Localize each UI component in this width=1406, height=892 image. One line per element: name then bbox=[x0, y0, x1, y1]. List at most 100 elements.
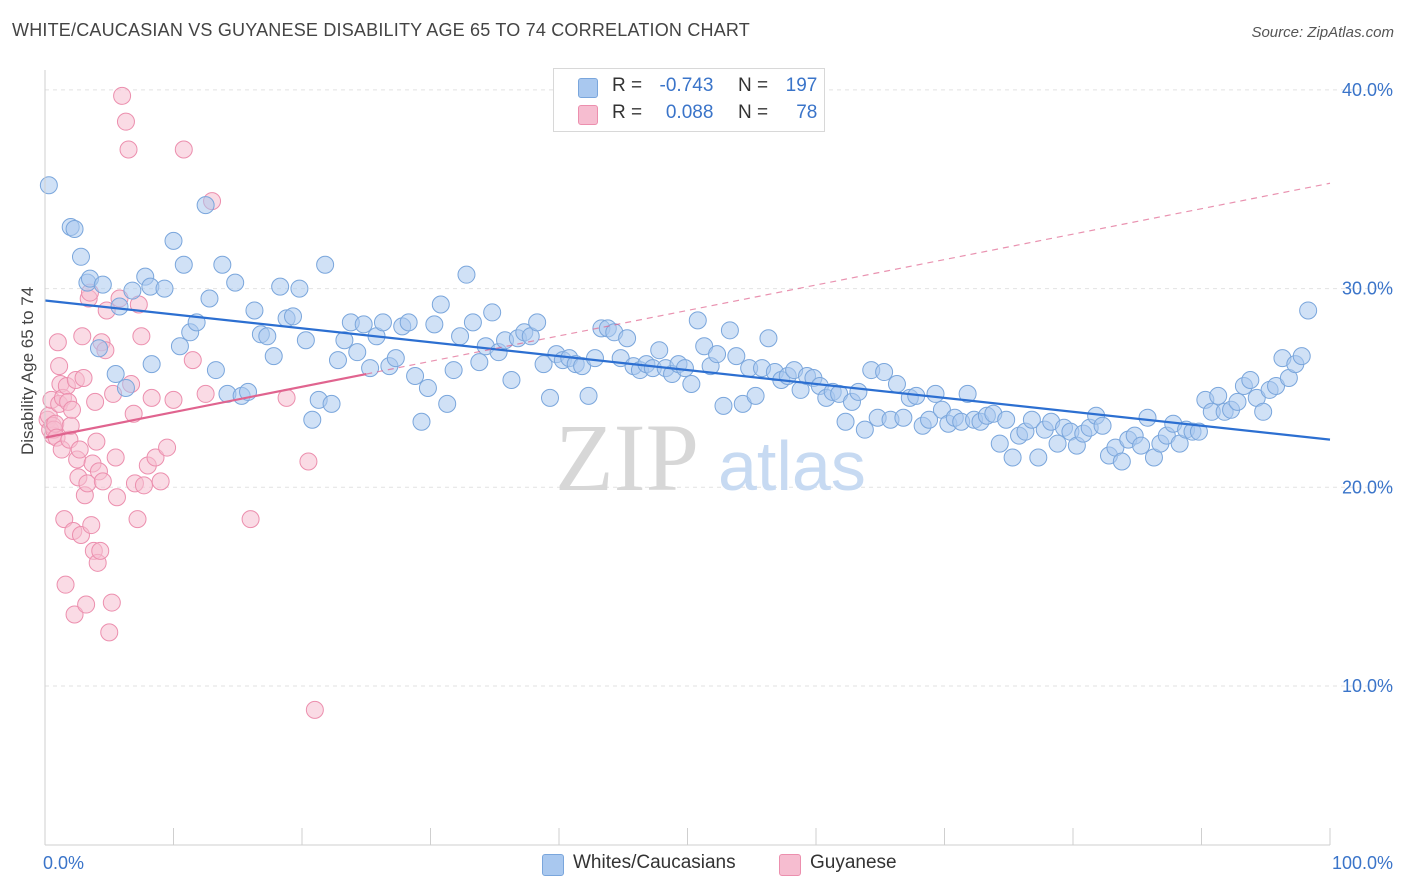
whites-point bbox=[457, 265, 476, 284]
y-tick-label: 40.0% bbox=[1342, 80, 1393, 100]
whites-point bbox=[894, 408, 913, 427]
whites-legend-swatch bbox=[542, 854, 564, 876]
whites-point bbox=[483, 303, 502, 322]
guyanese-point bbox=[65, 605, 84, 624]
whites-point bbox=[316, 255, 335, 274]
whites-point bbox=[431, 295, 450, 314]
whites-point bbox=[438, 394, 457, 413]
r-label: R = bbox=[612, 102, 643, 123]
guyanese-point bbox=[116, 112, 135, 131]
guyanese-point bbox=[128, 510, 147, 529]
whites-point bbox=[110, 297, 129, 316]
guyanese-point bbox=[62, 400, 81, 419]
whites-point bbox=[271, 277, 290, 296]
guyanese-legend-swatch bbox=[779, 854, 801, 876]
x-tick-label: 0.0% bbox=[43, 853, 84, 873]
guyanese-point bbox=[158, 438, 177, 457]
whites-point bbox=[418, 378, 437, 397]
whites-point bbox=[714, 396, 733, 415]
whites-point bbox=[720, 321, 739, 340]
legend-label-guyanese: Guyanese bbox=[810, 852, 897, 873]
guyanese-point bbox=[241, 510, 260, 529]
guyanese-point bbox=[48, 333, 67, 352]
whites-points bbox=[39, 176, 1318, 471]
whites-point bbox=[688, 311, 707, 330]
legend-label-whites: Whites/Caucasians bbox=[573, 852, 736, 873]
guyanese-point bbox=[124, 404, 143, 423]
whites-point bbox=[1292, 347, 1311, 366]
whites-point bbox=[296, 331, 315, 350]
whites-point bbox=[361, 359, 380, 378]
whites-point bbox=[541, 388, 560, 407]
whites-point bbox=[1267, 376, 1286, 395]
whites-point bbox=[1022, 410, 1041, 429]
r-label: R = bbox=[612, 75, 643, 96]
whites-point bbox=[386, 349, 405, 368]
whites-point bbox=[71, 247, 90, 266]
y-tick-label: 10.0% bbox=[1342, 676, 1393, 696]
whites-point bbox=[245, 301, 264, 320]
whites-point bbox=[926, 384, 945, 403]
whites-point bbox=[528, 313, 547, 332]
source-label: Source: ZipAtlas.com bbox=[1251, 24, 1394, 41]
whites-point bbox=[303, 410, 322, 429]
guyanese-point bbox=[93, 472, 112, 491]
whites-point bbox=[836, 412, 855, 431]
guyanese-points bbox=[38, 86, 324, 719]
whites-point bbox=[451, 327, 470, 346]
guyanese-point bbox=[196, 384, 215, 403]
guyanese-point bbox=[113, 86, 132, 105]
whites-point bbox=[618, 329, 637, 348]
guyanese-point bbox=[174, 140, 193, 159]
r-value-guyanese: 0.088 bbox=[665, 102, 714, 123]
guyanese-point bbox=[102, 593, 121, 612]
x-tick-label: 100.0% bbox=[1332, 853, 1393, 873]
whites-point bbox=[727, 347, 746, 366]
guyanese-point bbox=[82, 516, 101, 535]
whites-point bbox=[226, 273, 245, 292]
whites-point bbox=[849, 382, 868, 401]
whites-point bbox=[502, 371, 521, 389]
whites-point bbox=[1093, 416, 1112, 435]
whites-point bbox=[887, 374, 906, 393]
whites-point bbox=[1209, 386, 1228, 405]
whites-point bbox=[206, 361, 225, 380]
guyanese-point bbox=[86, 392, 105, 411]
guyanese-point bbox=[106, 448, 125, 467]
whites-point bbox=[116, 378, 135, 397]
guyanese-point bbox=[142, 388, 161, 407]
whites-point bbox=[328, 351, 347, 370]
stats-legend: R = -0.743 N = 197 R = 0.088 N = 78 bbox=[553, 68, 825, 132]
n-value-guyanese: 78 bbox=[796, 102, 818, 123]
whites-point bbox=[373, 313, 392, 332]
whites-point bbox=[920, 410, 939, 429]
whites-point bbox=[264, 347, 283, 366]
whites-point bbox=[1138, 408, 1157, 427]
n-label: N = bbox=[737, 75, 769, 96]
whites-point bbox=[1112, 452, 1131, 471]
whites-point bbox=[682, 374, 701, 393]
whites-point bbox=[650, 341, 669, 360]
whites-point bbox=[733, 394, 752, 413]
whites-point bbox=[695, 337, 714, 356]
whites-point bbox=[174, 255, 193, 274]
guyanese-trend-line bbox=[44, 372, 367, 439]
y-axis-label: Disability Age 65 to 74 bbox=[18, 286, 37, 455]
whites-point bbox=[1048, 434, 1067, 453]
y-tick-label: 20.0% bbox=[1342, 477, 1393, 497]
guyanese-swatch bbox=[578, 105, 598, 125]
grid-layer bbox=[45, 89, 1392, 687]
guyanese-point bbox=[55, 510, 74, 529]
whites-point bbox=[1029, 448, 1048, 467]
guyanese-point bbox=[91, 541, 110, 560]
watermark-atlas: atlas bbox=[718, 427, 866, 505]
n-value-whites: 197 bbox=[785, 75, 818, 96]
series-legend: Whites/Caucasians Guyanese bbox=[0, 852, 1406, 876]
whites-point bbox=[990, 434, 1009, 453]
watermark: ZIP atlas bbox=[555, 404, 866, 511]
whites-point bbox=[412, 412, 431, 431]
whites-point bbox=[1228, 392, 1247, 411]
whites-point bbox=[855, 420, 874, 439]
whites-point bbox=[322, 394, 341, 413]
whites-point bbox=[1189, 422, 1208, 441]
